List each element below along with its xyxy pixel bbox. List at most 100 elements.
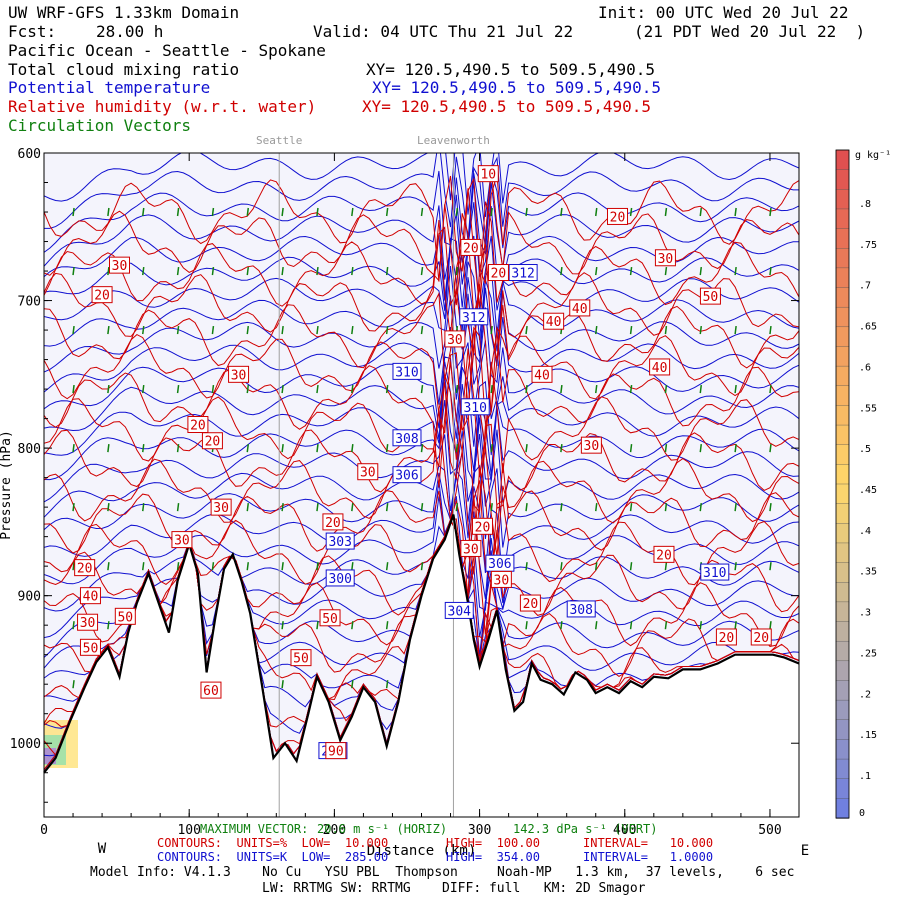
valid-local-time: (21 PDT Wed 20 Jul 22 ) [634,22,866,41]
vector-arrow [629,266,633,276]
rh-label-text: 30 [447,333,463,348]
rh-label-text: 30 [213,501,229,516]
theta-label: 312 [459,308,489,326]
colorbar-swatch [835,523,850,544]
rh-label-text: 20 [94,289,110,304]
rh-label-box [477,165,499,183]
init-time: Init: 00 UTC Wed 20 Jul 22 [598,3,849,22]
rh-label: 40 [543,312,565,330]
colorbar-swatch [835,778,850,800]
vector-arrow [107,444,110,453]
theta-contour-line [44,429,799,522]
rh-contour-line [44,174,799,284]
forecast-hour: 28.00 h [96,22,164,41]
rh-label: 20 [74,559,96,577]
rh-label-text: 30 [463,542,479,557]
vector-arrow [769,503,772,512]
vector-arrow [385,266,389,276]
vector-arrow [664,207,668,217]
colorbar-swatch [835,248,850,269]
vector-arrow [629,384,633,394]
vector-arrow [490,207,493,217]
vector-arrow [734,503,737,512]
vector-arrow [699,444,703,453]
vector-arrow [72,384,75,394]
vector-arrow [560,266,563,276]
vector-arrow [560,621,563,630]
rh-contour-info: CONTOURS: UNITS=% LOW= 10.000 [157,836,389,850]
colorbar-swatch [835,680,850,701]
vector-arrow [629,325,633,335]
rh-label-box [653,545,675,563]
rh-label-box [322,513,344,531]
vector-arrow [176,562,180,571]
rh-label: 30 [77,613,99,631]
rh-label: 40 [531,365,553,383]
colorbar-swatch [835,228,850,249]
rh-label: 30 [654,249,676,267]
vector-arrow [455,266,459,276]
rh-label-box [471,517,493,535]
vector-arrow [72,503,75,512]
rh-contour-high: HIGH= 100.00 [446,836,540,850]
theta-label-text: 303 [328,535,351,550]
vector-arrow [769,444,772,453]
model-title: UW WRF-GFS 1.33km Domain [8,3,240,22]
vector-arrow [281,325,284,335]
vector-arrow [594,503,598,512]
vector-arrow [316,621,319,630]
rh-label-text: 30 [80,616,96,631]
rh-label-box [79,638,101,656]
rh-label-text: 20 [77,562,93,577]
vector-arrow [351,680,354,689]
rh-label-box [319,609,341,627]
place-marker-label: Seattle [256,134,302,147]
rh-label: 30 [444,330,466,348]
vector-arrow [594,266,598,276]
vector-arrow [664,503,668,512]
vector-arrow [351,562,354,571]
colorbar-label: .7 [859,281,871,292]
rh-label: 20 [750,628,772,646]
colorbar-swatch [835,326,850,348]
rh-label-text: 50 [293,652,309,667]
vector-arrow [525,444,528,453]
vector-arrow [316,503,319,512]
colorbar-label: .3 [859,608,871,619]
vector-arrow [769,562,772,571]
rh-label-text: 20 [491,267,507,282]
rh-label-text: 20 [610,210,626,225]
vector-arrow [699,325,703,335]
max-vector-horiz: 20.6 m s⁻¹ (HORIZ) [317,822,448,836]
theta-label-text: 306 [395,469,418,484]
rh-label-box [74,559,96,577]
rh-label: 30 [109,256,130,274]
vector-arrow [594,562,598,571]
vector-arrow [281,384,284,394]
vector-arrow [734,444,737,453]
x-tick-label: 400 [613,823,636,838]
rh-label-box [531,365,553,383]
vector-arrow [699,621,703,630]
x-tick-label: 200 [323,823,346,838]
rh-label: 50 [79,638,101,656]
rh-label-box [228,365,250,383]
vector-arrow [525,384,528,394]
rh-contour-line [44,283,799,413]
vector-arrow [281,266,284,276]
vector-arrow [72,266,75,276]
vector-arrow [699,503,703,512]
vector-arrow [525,325,528,335]
rh-label-box [325,742,347,760]
theta-contour-line [44,518,799,639]
rh-label-text: 20 [719,631,735,646]
vector-arrow [176,384,180,394]
vector-arrow [176,503,180,512]
vector-arrow [560,562,563,571]
theta-label-text: 310 [463,401,486,416]
vector-arrow [455,207,459,217]
vector-arrow [420,325,424,335]
model-info-physics: LW: RRTMG SW: RRTMG DIFF: full KM: 2D Sm… [262,881,646,896]
vector-arrow [107,562,110,571]
colorbar-swatch [835,208,850,230]
